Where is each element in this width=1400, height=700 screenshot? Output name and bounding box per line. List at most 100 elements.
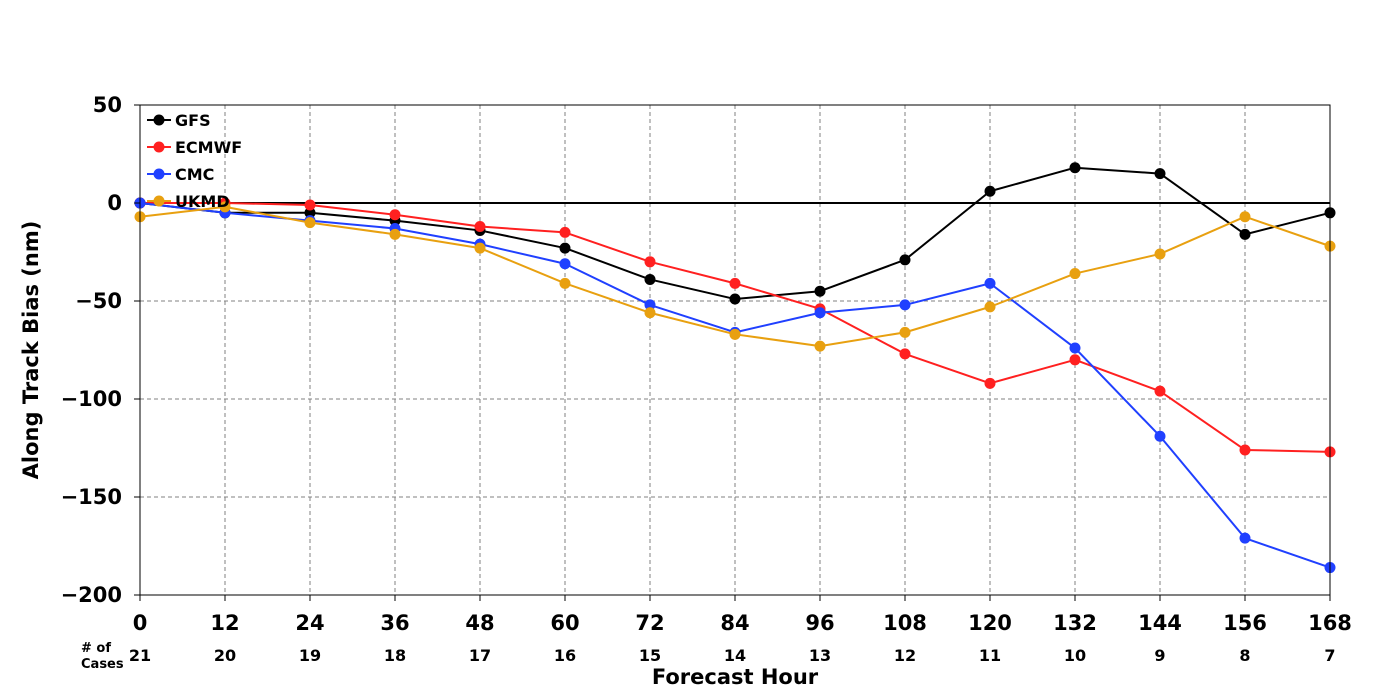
series-ecmwf-point <box>1069 354 1081 366</box>
series-ukmd-point <box>559 277 571 289</box>
series-ecmwf-point <box>389 209 401 221</box>
series-gfs-point <box>984 185 996 197</box>
series-ukmd-point <box>474 242 486 254</box>
y-axis: 50 0 −50 −100 −150 −200 <box>61 93 140 607</box>
series-ukmd-point <box>1154 248 1166 260</box>
series-ukmd-point <box>814 340 826 352</box>
x-tick-label: 0 <box>133 611 148 635</box>
x-tick-label: 84 <box>720 611 749 635</box>
x-tick-label: 156 <box>1223 611 1267 635</box>
case-count: 20 <box>214 646 236 665</box>
series-cmc-point <box>899 299 911 311</box>
x-tick-label: 72 <box>635 611 664 635</box>
y-tick-label: 0 <box>107 191 122 215</box>
legend-label-ecmwf: ECMWF <box>175 138 242 157</box>
y-tick-label: −100 <box>61 387 122 411</box>
case-count: 19 <box>299 646 321 665</box>
series-gfs-point <box>729 293 741 305</box>
case-count: 15 <box>639 646 661 665</box>
cases-title-line-2: Cases <box>81 657 124 672</box>
series-ukmd-point <box>389 228 401 240</box>
series-cmc-point <box>644 299 656 311</box>
case-count: 21 <box>129 646 151 665</box>
case-count: 11 <box>979 646 1001 665</box>
legend-label-cmc: CMC <box>175 165 214 184</box>
series-gfs-point <box>644 273 656 285</box>
series-ukmd <box>134 201 1336 352</box>
series-ukmd-point <box>644 307 656 319</box>
x-tick-label: 96 <box>805 611 834 635</box>
legend-swatch-marker-ecmwf <box>153 141 165 153</box>
series-ukmd-point <box>899 326 911 338</box>
x-tick-label: 168 <box>1308 611 1352 635</box>
series-cmc-point <box>984 277 996 289</box>
x-tick-label: 60 <box>550 611 579 635</box>
series-ukmd-point <box>304 217 316 229</box>
series-ukmd-point <box>1069 268 1081 280</box>
series-gfs-point <box>304 207 316 219</box>
legend-label-ukmd: UKMD <box>175 192 230 211</box>
legend-item-ukmd: UKMD <box>147 192 230 211</box>
series-gfs-point <box>899 254 911 266</box>
series-ecmwf-point <box>559 226 571 238</box>
series-cmc-point <box>1239 532 1251 544</box>
legend-swatch-marker-ukmd <box>153 195 165 207</box>
series-ecmwf-point <box>984 377 996 389</box>
legend-label-gfs: GFS <box>175 111 211 130</box>
series-ecmwf-point <box>729 277 741 289</box>
legend-item-cmc: CMC <box>147 165 214 184</box>
series-gfs-point <box>814 285 826 297</box>
case-count: 18 <box>384 646 406 665</box>
x-tick-label: 120 <box>968 611 1012 635</box>
series-ukmd-point <box>729 328 741 340</box>
y-tick-label: 50 <box>93 93 122 117</box>
series-ecmwf-point <box>304 199 316 211</box>
series-gfs-point <box>1239 228 1251 240</box>
y-axis-title: Along Track Bias (nm) <box>19 221 43 480</box>
legend: GFS ECMWF CMC UKMD <box>147 111 242 211</box>
x-tick-label: 36 <box>380 611 409 635</box>
case-count: 7 <box>1324 646 1335 665</box>
series-cmc-point <box>1154 430 1166 442</box>
case-count: 16 <box>554 646 576 665</box>
case-count: 10 <box>1064 646 1086 665</box>
case-count: 13 <box>809 646 831 665</box>
cases-row: 21 20 19 18 17 16 15 14 13 12 11 10 9 8 7 <box>129 646 1336 665</box>
x-tick-label: 12 <box>210 611 239 635</box>
x-axis-title: Forecast Hour <box>652 665 819 689</box>
series-ecmwf-point <box>644 256 656 268</box>
series-ukmd-point <box>1239 211 1251 223</box>
x-tick-label: 144 <box>1138 611 1182 635</box>
case-count: 12 <box>894 646 916 665</box>
legend-item-gfs: GFS <box>147 111 211 130</box>
case-count: 17 <box>469 646 491 665</box>
series-gfs-point <box>1154 168 1166 180</box>
series-gfs-point <box>559 242 571 254</box>
series-cmc-point <box>1069 342 1081 354</box>
x-tick-label: 108 <box>883 611 927 635</box>
x-tick-label: 48 <box>465 611 494 635</box>
series-ecmwf-point <box>474 221 486 233</box>
grid <box>140 105 1330 595</box>
series-gfs-point <box>1069 162 1081 174</box>
series-ukmd-point <box>219 201 231 213</box>
case-count: 8 <box>1239 646 1250 665</box>
y-tick-label: −200 <box>61 583 122 607</box>
case-count: 9 <box>1154 646 1165 665</box>
series-ecmwf-point <box>899 348 911 360</box>
series-ecmwf-point <box>1154 385 1166 397</box>
x-axis: 0 12 24 36 48 60 72 84 96 108 120 132 144 156 168 <box>133 595 1352 635</box>
series-cmc-point <box>559 258 571 270</box>
x-tick-label: 24 <box>295 611 324 635</box>
cases-title-line-1: # of <box>81 641 111 656</box>
y-tick-label: −50 <box>75 289 122 313</box>
y-tick-label: −150 <box>61 485 122 509</box>
legend-swatch-marker-cmc <box>153 168 165 180</box>
series-ukmd-point <box>984 301 996 313</box>
series-cmc-point <box>814 307 826 319</box>
legend-swatch-marker-gfs <box>153 114 165 126</box>
x-tick-label: 132 <box>1053 611 1097 635</box>
series-ecmwf-point <box>1239 444 1251 456</box>
case-count: 14 <box>724 646 746 665</box>
